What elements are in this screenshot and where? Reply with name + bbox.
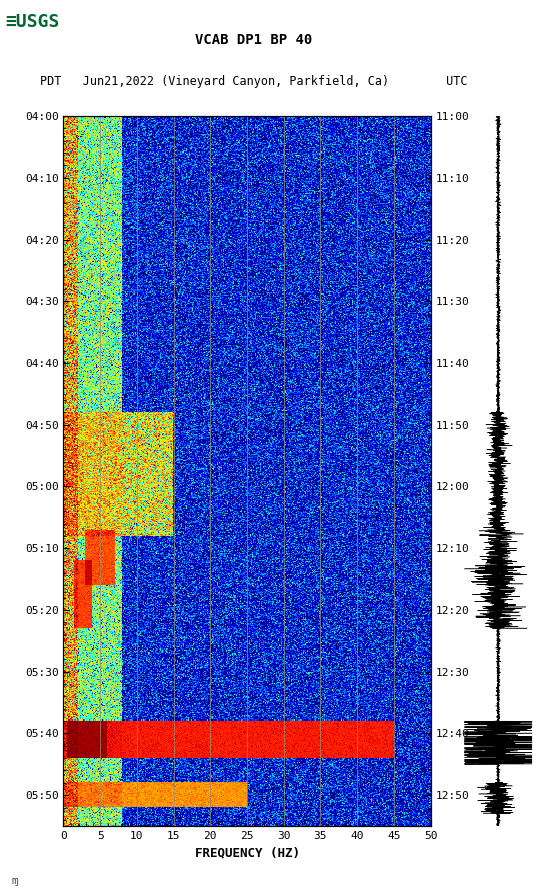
Text: ɱ: ɱ [11,876,18,886]
Text: VCAB DP1 BP 40: VCAB DP1 BP 40 [195,33,312,47]
X-axis label: FREQUENCY (HZ): FREQUENCY (HZ) [194,847,300,859]
Text: ≡USGS: ≡USGS [6,13,60,31]
Text: PDT   Jun21,2022 (Vineyard Canyon, Parkfield, Ca)        UTC: PDT Jun21,2022 (Vineyard Canyon, Parkfie… [40,75,468,88]
